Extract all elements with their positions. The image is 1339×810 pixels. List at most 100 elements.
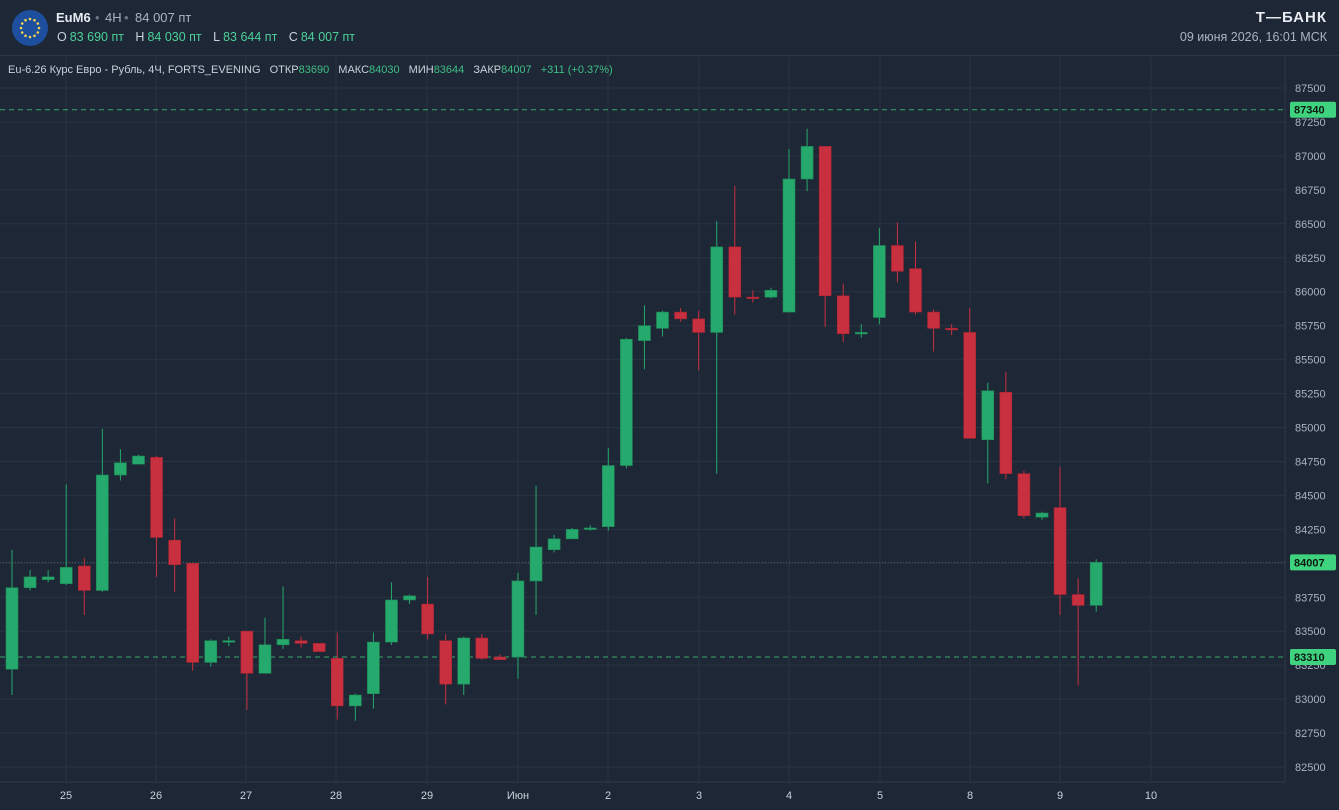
candle-body[interactable]	[782, 178, 796, 313]
separator-dot: •	[124, 10, 129, 25]
candle-body[interactable]	[836, 295, 850, 335]
candle-body[interactable]	[602, 465, 615, 527]
candle-body[interactable]	[999, 391, 1013, 474]
candle-body[interactable]	[41, 576, 55, 580]
candle-body[interactable]	[330, 658, 344, 707]
candle-body[interactable]	[873, 245, 886, 318]
candle-body[interactable]	[1053, 507, 1067, 595]
candle-body[interactable]	[59, 567, 73, 584]
candle-body[interactable]	[927, 311, 940, 329]
price-tag-label: 84007	[1294, 557, 1325, 569]
price-tick-label: 84250	[1295, 524, 1326, 536]
time-tick-label: 3	[696, 790, 702, 802]
price-tick-label: 86000	[1295, 287, 1326, 299]
time-tick-label: 9	[1057, 790, 1063, 802]
candle-body[interactable]	[583, 527, 597, 530]
candle-body[interactable]	[312, 643, 326, 652]
legend-low-label: МИН	[408, 64, 434, 76]
close-value: 84 007 пт	[300, 30, 356, 44]
price-tag-label: 87340	[1294, 105, 1325, 117]
candle-body[interactable]	[1017, 473, 1031, 517]
candle-body[interactable]	[186, 562, 199, 663]
candle-body[interactable]	[963, 332, 977, 439]
candle-body[interactable]	[240, 630, 254, 674]
candle-body[interactable]	[276, 639, 290, 646]
high-key: H	[135, 30, 145, 44]
candle-body[interactable]	[367, 641, 380, 694]
price-tick-label: 87000	[1295, 151, 1326, 163]
candle-body[interactable]	[565, 529, 579, 540]
candle-body[interactable]	[132, 455, 145, 465]
eu-flag-icon	[12, 10, 48, 46]
candle-body[interactable]	[421, 603, 434, 635]
candle-body[interactable]	[168, 539, 181, 565]
last-price: 84 007 пт	[135, 10, 192, 25]
candles[interactable]	[5, 128, 1103, 721]
candle-body[interactable]	[1035, 512, 1049, 518]
candle-body[interactable]	[1071, 594, 1085, 606]
candle-body[interactable]	[529, 546, 543, 582]
candle-body[interactable]	[656, 311, 669, 329]
candle-body[interactable]	[710, 246, 724, 333]
price-tick-label: 85250	[1295, 389, 1326, 401]
legend-low-value: 83644	[433, 64, 465, 76]
candle-body[interactable]	[204, 640, 218, 663]
series-legend: Eu-6.26 Курс Евро - Рубль, 4Ч, FORTS_EVE…	[8, 64, 613, 76]
price-axis[interactable]: 8250082750830008325083500837508400084250…	[1295, 83, 1326, 774]
price-tick-label: 83000	[1295, 694, 1326, 706]
candle-body[interactable]	[1089, 562, 1103, 606]
candle-body[interactable]	[385, 599, 398, 643]
legend-high-value: 84030	[369, 64, 400, 76]
candle-body[interactable]	[222, 640, 236, 643]
price-tick-label: 84500	[1295, 490, 1326, 502]
candle-body[interactable]	[77, 565, 91, 591]
candle-body[interactable]	[909, 268, 922, 313]
legend-close-label: ЗАКР	[473, 64, 502, 76]
legend-close-value: 84007	[501, 64, 532, 76]
candle-body[interactable]	[945, 328, 958, 331]
candle-body[interactable]	[547, 538, 561, 551]
candle-body[interactable]	[800, 146, 814, 180]
low-value: 83 644 пт	[223, 30, 278, 44]
candle-body[interactable]	[349, 694, 362, 707]
candle-body[interactable]	[764, 290, 778, 298]
candle-body[interactable]	[150, 457, 163, 538]
price-tick-label: 87500	[1295, 83, 1326, 95]
price-tick-label: 86500	[1295, 219, 1326, 231]
candle-body[interactable]	[23, 576, 37, 589]
candle-body[interactable]	[746, 296, 760, 299]
candle-body[interactable]	[818, 146, 832, 297]
candle-body[interactable]	[638, 325, 651, 341]
candle-body[interactable]	[692, 318, 705, 333]
candle-body[interactable]	[891, 245, 904, 272]
low-key: L	[213, 30, 221, 44]
candle-body[interactable]	[439, 640, 452, 685]
price-tick-label: 87250	[1295, 117, 1326, 129]
candle-body[interactable]	[403, 595, 416, 601]
candle-body[interactable]	[493, 656, 507, 661]
legend-open-value: 83690	[298, 64, 330, 76]
candle-body[interactable]	[511, 580, 525, 658]
candle-body[interactable]	[854, 332, 868, 335]
time-axis[interactable]: 25 26 27 28 29 Июн 2 3 4 5 8 9 10	[60, 790, 1157, 802]
candle-body[interactable]	[457, 637, 471, 685]
candle-body[interactable]	[258, 644, 272, 674]
interval-label[interactable]: 4H	[105, 10, 122, 25]
price-tick-label: 82500	[1295, 762, 1326, 774]
candle-body[interactable]	[475, 637, 489, 659]
price-tick-label: 85500	[1295, 355, 1326, 367]
candle-body[interactable]	[620, 338, 633, 466]
candle-body[interactable]	[294, 640, 308, 644]
candle-body[interactable]	[674, 311, 687, 320]
price-lines	[0, 109, 1285, 658]
time-tick-label: 10	[1145, 790, 1157, 802]
candle-body[interactable]	[981, 390, 995, 441]
separator-dot: •	[95, 10, 100, 25]
candle-body[interactable]	[728, 246, 742, 298]
candle-body[interactable]	[96, 474, 109, 591]
ticker-symbol[interactable]: EuM6	[56, 10, 91, 25]
candle-body[interactable]	[114, 462, 127, 476]
grid-lines	[0, 57, 1286, 783]
candle-body[interactable]	[5, 587, 19, 670]
